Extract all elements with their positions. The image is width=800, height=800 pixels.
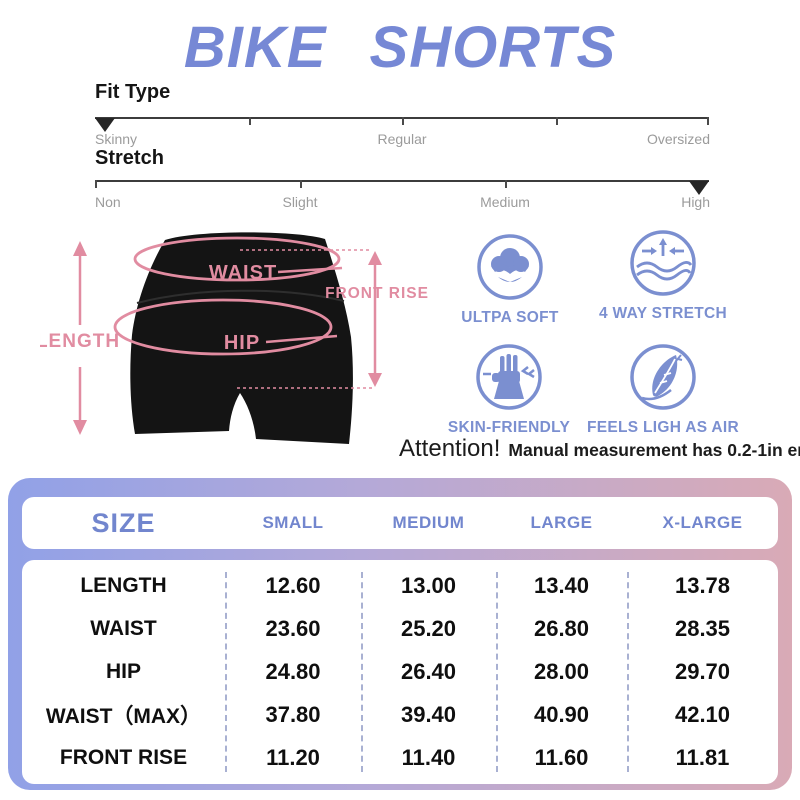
- stretch-label-non: Non: [95, 194, 121, 210]
- row-label: HIP: [105, 659, 141, 683]
- hip-label: HIP: [224, 332, 260, 354]
- shorts-image: [130, 232, 353, 444]
- feather-icon: [630, 344, 696, 410]
- table-cell: 11.81: [675, 745, 730, 771]
- stretch-heading: Stretch: [95, 147, 164, 169]
- stretch-marker-high: [689, 181, 709, 195]
- table-cell: 28.00: [533, 658, 590, 684]
- row-label: WAIST（MAX）: [45, 705, 202, 729]
- row-label: LENGTH: [80, 573, 167, 597]
- front-rise-arrowhead-up: [368, 251, 382, 265]
- table-row-front-rise: FRONT RISE 11.20 11.40 11.60 11.81: [22, 737, 778, 780]
- column-divider: [496, 572, 498, 772]
- table-cell: 39.40: [400, 702, 457, 728]
- table-cell: 40.90: [533, 702, 590, 728]
- page-title: BIKE SHORTS: [183, 15, 617, 80]
- feature-light-as-air: FEELS LIGH AS AIR: [575, 343, 751, 437]
- attention-note: Attention! Manual measurement has 0.2-1i…: [399, 435, 800, 463]
- column-header-large: LARGE: [530, 513, 593, 532]
- fit-type-tick: [556, 117, 558, 125]
- length-label: LENGTH: [40, 331, 120, 352]
- fit-type-marker-skinny: [95, 118, 115, 132]
- table-cell: 28.35: [674, 615, 731, 641]
- table-cell: 26.80: [533, 615, 590, 641]
- table-cell: 23.60: [265, 615, 321, 641]
- feature-label: SKIN-FRIENDLY: [447, 419, 571, 436]
- row-label: FRONT RISE: [59, 746, 188, 770]
- front-rise-label: FRONT RISE: [325, 285, 429, 302]
- stretch-label-medium: Medium: [480, 194, 530, 210]
- fit-type-label-regular: Regular: [377, 131, 427, 147]
- feature-4-way-stretch: 4 WAY STRETCH: [575, 229, 751, 323]
- waist-label: WAIST: [209, 262, 277, 284]
- column-divider: [225, 572, 227, 772]
- stretch-tick: [300, 180, 302, 188]
- table-cell: 25.20: [400, 615, 457, 641]
- size-table-header: SIZE SMALL MEDIUM LARGE X-LARGE: [22, 497, 778, 549]
- fist-icon: [476, 344, 542, 410]
- column-divider: [361, 572, 363, 772]
- table-cell: 11.40: [401, 745, 456, 771]
- measurement-diagram: LENGTH WAIST HIP FRONT RISE: [40, 232, 429, 444]
- feature-ultra-soft: ULTPA SOFT: [422, 233, 598, 327]
- attention-text: Manual measurement has 0.2-1in error: [508, 440, 800, 460]
- fit-type-tick: [707, 117, 709, 125]
- table-cell: 24.80: [265, 658, 321, 684]
- column-header-medium: MEDIUM: [392, 513, 465, 532]
- hip-ellipse: [113, 298, 333, 356]
- table-row-length: LENGTH 12.60 13.00 13.40 13.78: [22, 564, 778, 607]
- table-cell: 11.60: [534, 745, 589, 771]
- waist-ellipse: [133, 236, 341, 282]
- stretch-scale-line: [95, 180, 709, 182]
- size-table-body: LENGTH 12.60 13.00 13.40 13.78 WAIST 23.…: [22, 560, 778, 784]
- fit-type-heading: Fit Type: [95, 81, 171, 103]
- fit-type-label-oversized: Oversized: [646, 131, 710, 147]
- hip-pointer-line: [265, 334, 338, 344]
- stretch-label-slight: Slight: [282, 194, 318, 210]
- table-cell: 37.80: [265, 702, 321, 728]
- table-cell: 11.20: [266, 745, 320, 771]
- feature-label: ULTPA SOFT: [461, 309, 559, 326]
- table-cell: 12.60: [265, 572, 321, 598]
- stretch-tick: [505, 180, 507, 188]
- shorts-waistband-seam: [136, 289, 345, 304]
- table-cell: 42.10: [674, 702, 731, 728]
- column-header-small: SMALL: [262, 513, 324, 532]
- table-cell: 13.40: [533, 572, 590, 598]
- table-cell: 29.70: [674, 658, 731, 684]
- waist-pointer-line: [277, 266, 343, 274]
- stretch-label-high: High: [681, 194, 710, 210]
- fit-type-label-skinny: Skinny: [95, 131, 138, 147]
- feature-label: FEELS LIGH AS AIR: [586, 419, 740, 436]
- table-cell: 26.40: [400, 658, 457, 684]
- soft-icon: [477, 234, 543, 300]
- table-cell: 13.00: [400, 572, 457, 598]
- column-divider: [627, 572, 629, 772]
- stretch-tick: [95, 180, 97, 188]
- feature-skin-friendly: SKIN-FRIENDLY: [421, 343, 597, 437]
- table-row-hip: HIP 24.80 26.40 28.00 29.70: [22, 650, 778, 693]
- 4-way-stretch-icon: [630, 230, 696, 296]
- feature-label: 4 WAY STRETCH: [599, 305, 727, 322]
- column-header-x-large: X-LARGE: [662, 513, 743, 532]
- length-arrowhead-down: [73, 420, 87, 435]
- fit-type-tick: [402, 117, 404, 125]
- size-table: SIZE SMALL MEDIUM LARGE X-LARGE LENGTH 1…: [8, 478, 792, 790]
- table-row-waist-max: WAIST（MAX） 37.80 39.40 40.90 42.10: [22, 694, 778, 737]
- attention-title: Attention!: [399, 435, 501, 462]
- length-arrowhead-up: [73, 241, 87, 256]
- fit-type-tick: [249, 117, 251, 125]
- table-row-waist: WAIST 23.60 25.20 26.80 28.35: [22, 607, 778, 650]
- size-header-cell: SIZE: [91, 507, 156, 538]
- table-cell: 13.78: [674, 572, 731, 598]
- front-rise-arrowhead-down: [368, 373, 382, 387]
- row-label: WAIST: [90, 616, 157, 640]
